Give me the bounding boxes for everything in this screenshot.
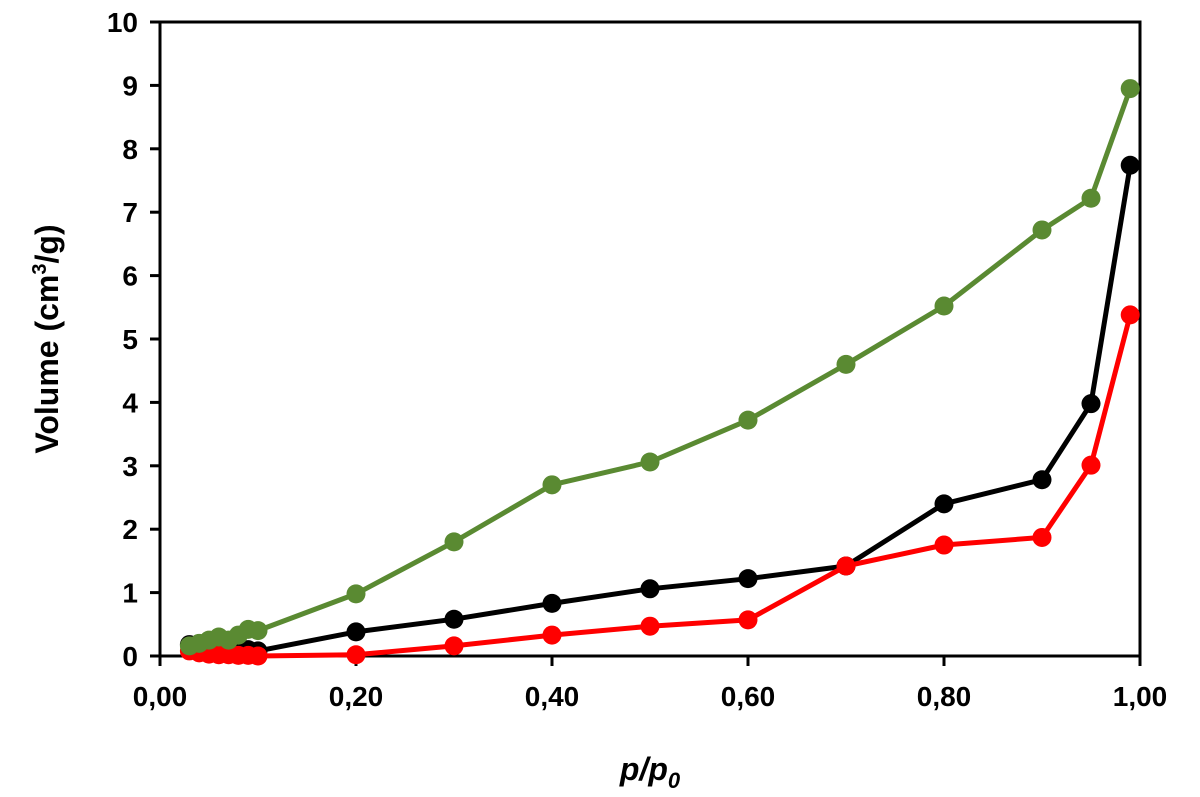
data-point	[738, 610, 758, 630]
data-point	[640, 452, 660, 472]
x-axis-title-subscript: 0	[668, 768, 681, 793]
data-point	[934, 296, 954, 316]
data-point	[346, 645, 366, 665]
data-point	[738, 569, 758, 589]
y-tick-label: 10	[107, 7, 138, 38]
y-axis-ticks: 0 1 2 3 4 5 6 7 8 9 10	[107, 7, 160, 672]
x-tick-label: 0,40	[525, 681, 580, 712]
data-point	[542, 625, 562, 645]
data-point	[346, 584, 366, 604]
y-axis-title-superscript: 3	[29, 263, 51, 274]
series-3	[179, 79, 1140, 656]
data-point	[542, 475, 562, 495]
data-point	[836, 556, 856, 576]
x-axis-ticks: 0,00 0,20 0,40 0,60 0,80 1,00	[133, 656, 1168, 712]
y-axis-title-end: /g)	[29, 224, 65, 263]
x-tick-label: 1,00	[1113, 681, 1168, 712]
data-point	[1081, 455, 1101, 475]
x-tick-label: 0,60	[721, 681, 776, 712]
x-tick-label: 0,20	[329, 681, 384, 712]
data-point	[444, 609, 464, 629]
data-point	[738, 410, 758, 430]
data-point	[248, 646, 268, 666]
y-tick-label: 8	[122, 134, 138, 165]
y-tick-label: 3	[122, 451, 138, 482]
y-tick-label: 0	[122, 641, 138, 672]
data-point	[444, 636, 464, 656]
x-tick-label: 0,80	[917, 681, 972, 712]
x-axis-title: p/p0	[619, 751, 681, 793]
y-axis-title-main: Volume (cm	[29, 275, 65, 454]
data-point	[640, 579, 660, 599]
data-point	[1120, 79, 1140, 99]
y-tick-label: 5	[122, 324, 138, 355]
data-point	[836, 354, 856, 374]
data-point	[1081, 188, 1101, 208]
data-point	[1032, 470, 1052, 490]
y-tick-label: 6	[122, 261, 138, 292]
data-point	[346, 622, 366, 642]
data-point	[1120, 305, 1140, 325]
series-group	[179, 79, 1140, 666]
series-2	[179, 305, 1140, 666]
y-axis-title: Volume (cm3/g)	[29, 224, 65, 453]
data-point	[542, 593, 562, 613]
plot-area	[158, 20, 1142, 658]
y-tick-label: 7	[122, 197, 138, 228]
data-point	[1081, 394, 1101, 414]
data-point	[1032, 527, 1052, 547]
data-point	[640, 616, 660, 636]
y-tick-label: 4	[122, 387, 138, 418]
y-tick-label: 1	[122, 578, 138, 609]
y-tick-label: 2	[122, 514, 138, 545]
x-axis-title-main: p/p	[619, 751, 668, 787]
data-point	[1120, 155, 1140, 175]
data-point	[444, 532, 464, 552]
data-point	[248, 621, 268, 641]
y-tick-label: 9	[122, 70, 138, 101]
data-point	[934, 494, 954, 514]
x-tick-label: 0,00	[133, 681, 188, 712]
data-point	[1032, 220, 1052, 240]
data-point	[934, 535, 954, 555]
